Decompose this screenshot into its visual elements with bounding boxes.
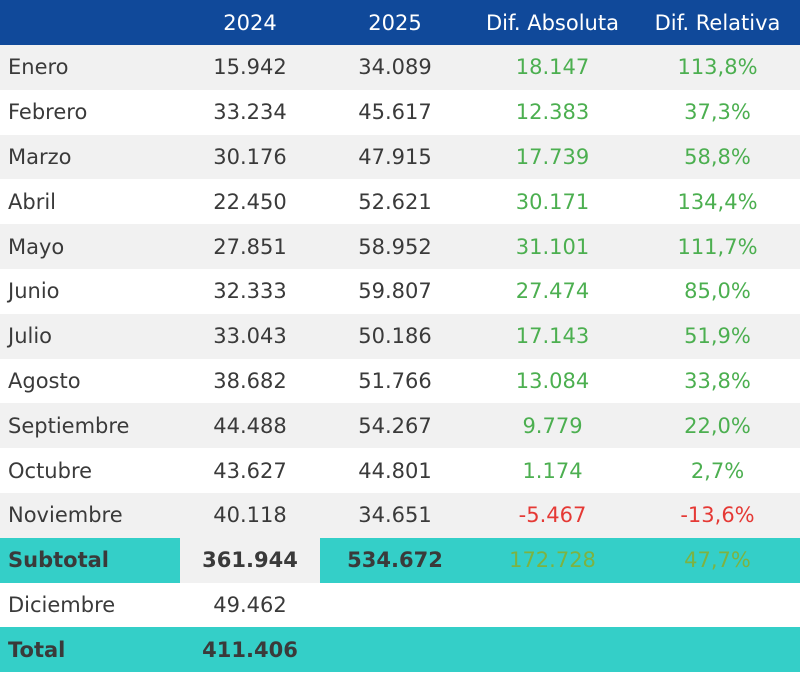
rel-diff-cell: 134,4% bbox=[677, 189, 758, 214]
subtotal-row: Subtotal 361.944 534.672 172.728 47,7% bbox=[0, 537, 800, 583]
abs-diff-cell: -5.467 bbox=[518, 503, 587, 528]
total-rel-diff bbox=[635, 627, 800, 672]
subtotal-label: Subtotal bbox=[8, 548, 109, 573]
abs-diff-cell: 12.383 bbox=[515, 100, 590, 125]
month-cell: Octubre bbox=[8, 458, 93, 483]
abs-diff-cell: 17.143 bbox=[515, 324, 590, 349]
rel-diff-cell: 37,3% bbox=[684, 100, 751, 125]
diciembre-rel-diff bbox=[635, 583, 800, 628]
value-2024-cell: 15.942 bbox=[213, 55, 287, 80]
value-2025-cell: 50.186 bbox=[358, 324, 432, 349]
value-2025-cell: 54.267 bbox=[358, 413, 432, 438]
table-row: Noviembre 40.118 34.651 -5.467 -13,6% bbox=[0, 492, 800, 538]
rel-diff-cell: -13,6% bbox=[680, 503, 755, 528]
rel-diff-cell: 113,8% bbox=[677, 55, 758, 80]
value-2025-cell: 47.915 bbox=[358, 144, 432, 169]
value-2025-cell: 52.621 bbox=[358, 189, 432, 214]
rel-diff-cell: 58,8% bbox=[684, 144, 751, 169]
table-row: Marzo 30.176 47.915 17.739 58,8% bbox=[0, 134, 800, 180]
table-row: Abril 22.450 52.621 30.171 134,4% bbox=[0, 179, 800, 224]
diciembre-row: Diciembre 49.462 bbox=[0, 583, 800, 628]
table-row: Enero 15.942 34.089 18.147 113,8% bbox=[0, 45, 800, 90]
table-row: Agosto 38.682 51.766 13.084 33,8% bbox=[0, 359, 800, 404]
value-2024-cell: 27.851 bbox=[213, 234, 287, 259]
value-2024-cell: 38.682 bbox=[213, 368, 287, 393]
abs-diff-cell: 13.084 bbox=[515, 368, 590, 393]
diciembre-label: Diciembre bbox=[8, 592, 116, 617]
header-abs-diff: Dif. Absoluta bbox=[486, 10, 619, 35]
value-2025-cell: 44.801 bbox=[358, 458, 432, 483]
rel-diff-cell: 111,7% bbox=[677, 234, 758, 259]
diciembre-abs-diff bbox=[470, 583, 635, 628]
month-cell: Junio bbox=[8, 279, 60, 304]
total-2024: 411.406 bbox=[202, 637, 298, 662]
value-2025-cell: 45.617 bbox=[358, 100, 432, 125]
rel-diff-cell: 51,9% bbox=[684, 324, 751, 349]
value-2025-cell: 34.089 bbox=[358, 55, 432, 80]
value-2024-cell: 44.488 bbox=[213, 413, 287, 438]
total-label: Total bbox=[8, 637, 66, 662]
value-2024-cell: 33.234 bbox=[213, 100, 287, 125]
table-row: Mayo 27.851 58.952 31.101 111,7% bbox=[0, 224, 800, 269]
total-row: Total 411.406 bbox=[0, 627, 800, 673]
abs-diff-cell: 17.739 bbox=[515, 144, 590, 169]
total-abs-diff bbox=[470, 627, 635, 672]
abs-diff-cell: 30.171 bbox=[515, 189, 590, 214]
table-row: Septiembre 44.488 54.267 9.779 22,0% bbox=[0, 403, 800, 449]
month-cell: Marzo bbox=[8, 144, 72, 169]
table-row: Julio 33.043 50.186 17.143 51,9% bbox=[0, 313, 800, 359]
abs-diff-cell: 31.101 bbox=[515, 234, 590, 259]
value-2024-cell: 40.118 bbox=[213, 503, 287, 528]
table-header: 2024 2025 Dif. Absoluta Dif. Relativa bbox=[0, 0, 800, 45]
header-month bbox=[0, 0, 180, 45]
month-cell: Julio bbox=[8, 324, 53, 349]
diciembre-2024: 49.462 bbox=[213, 592, 287, 617]
month-cell: Enero bbox=[8, 55, 69, 80]
value-2024-cell: 43.627 bbox=[213, 458, 287, 483]
diciembre-2025 bbox=[320, 583, 470, 628]
month-cell: Agosto bbox=[8, 368, 81, 393]
month-cell: Mayo bbox=[8, 234, 65, 259]
rel-diff-cell: 33,8% bbox=[684, 368, 751, 393]
total-2025 bbox=[320, 627, 470, 672]
value-2025-cell: 59.807 bbox=[358, 279, 432, 304]
month-cell: Febrero bbox=[8, 100, 88, 125]
header-2025: 2025 bbox=[368, 10, 422, 35]
value-2024-cell: 33.043 bbox=[213, 324, 287, 349]
abs-diff-cell: 9.779 bbox=[522, 413, 583, 438]
table-row: Junio 32.333 59.807 27.474 85,0% bbox=[0, 269, 800, 314]
value-2024-cell: 32.333 bbox=[213, 279, 287, 304]
abs-diff-cell: 1.174 bbox=[522, 458, 583, 483]
value-2025-cell: 51.766 bbox=[358, 368, 432, 393]
rel-diff-cell: 2,7% bbox=[690, 458, 745, 483]
month-cell: Septiembre bbox=[8, 413, 130, 438]
month-cell: Noviembre bbox=[8, 503, 123, 528]
rel-diff-cell: 22,0% bbox=[684, 413, 751, 438]
value-2024-cell: 30.176 bbox=[213, 144, 287, 169]
subtotal-rel-diff: 47,7% bbox=[684, 548, 751, 573]
subtotal-2024: 361.944 bbox=[180, 537, 320, 583]
table-row: Octubre 43.627 44.801 1.174 2,7% bbox=[0, 448, 800, 493]
table-body: Enero 15.942 34.089 18.147 113,8% Febrero 33.2… bbox=[0, 45, 800, 673]
header-row: 2024 2025 Dif. Absoluta Dif. Relativa bbox=[0, 0, 800, 45]
month-cell: Abril bbox=[8, 189, 56, 214]
subtotal-2025: 534.672 bbox=[347, 548, 443, 573]
rel-diff-cell: 85,0% bbox=[684, 279, 751, 304]
value-2025-cell: 58.952 bbox=[358, 234, 432, 259]
value-2024-cell: 22.450 bbox=[213, 189, 287, 214]
table-row: Febrero 33.234 45.617 12.383 37,3% bbox=[0, 90, 800, 135]
abs-diff-cell: 27.474 bbox=[515, 279, 590, 304]
header-rel-diff: Dif. Relativa bbox=[654, 10, 781, 35]
subtotal-abs-diff: 172.728 bbox=[509, 548, 596, 573]
value-2025-cell: 34.651 bbox=[358, 503, 432, 528]
header-2024: 2024 bbox=[223, 10, 277, 35]
abs-diff-cell: 18.147 bbox=[515, 55, 590, 80]
